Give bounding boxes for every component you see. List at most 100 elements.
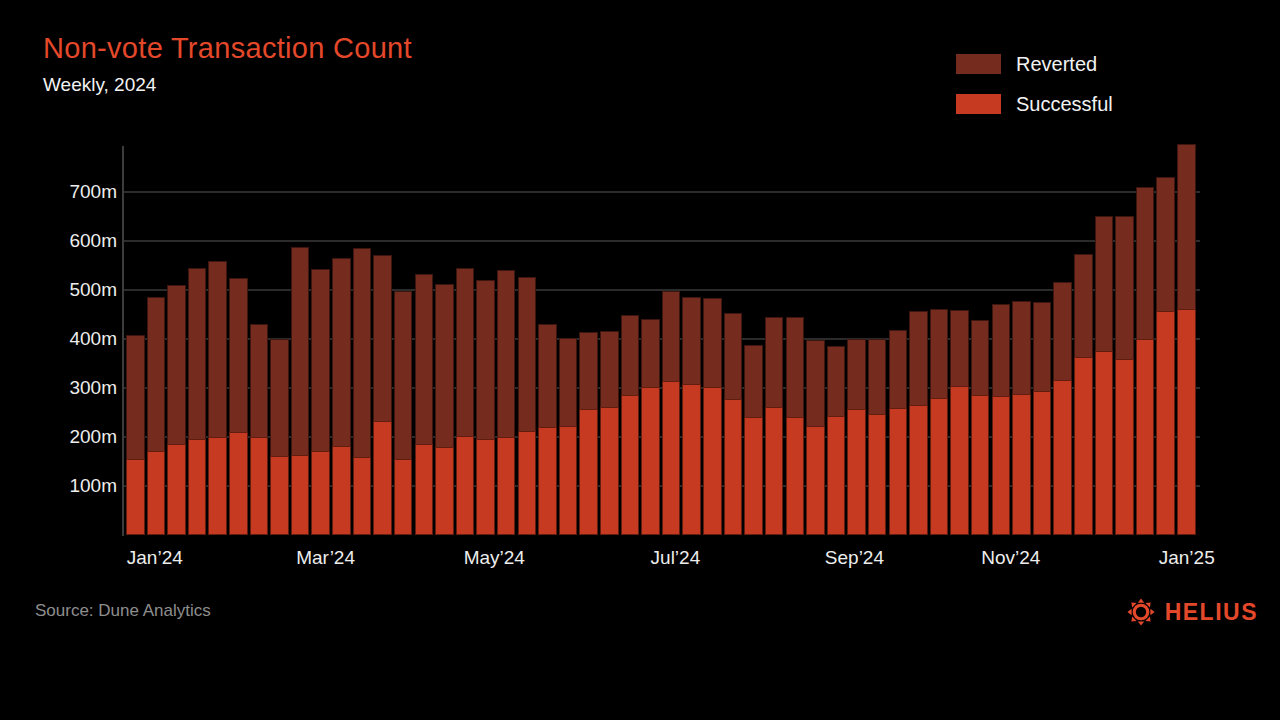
bar-week-6 bbox=[229, 278, 248, 535]
bar-segment-successful bbox=[415, 444, 434, 535]
bar-segment-successful bbox=[868, 414, 887, 535]
bar-segment-successful bbox=[662, 381, 681, 535]
bar-segment-successful bbox=[930, 398, 949, 535]
bar-week-28 bbox=[682, 297, 701, 535]
bar-segment-reverted bbox=[1136, 187, 1155, 338]
bar-week-43 bbox=[992, 304, 1011, 535]
bar-segment-reverted bbox=[847, 339, 866, 409]
bar-segment-successful bbox=[682, 384, 701, 535]
y-axis-label-700m: 700m bbox=[20, 181, 117, 203]
bar-segment-reverted bbox=[435, 284, 454, 447]
bar-week-37 bbox=[868, 339, 887, 535]
bar-segment-successful bbox=[270, 456, 289, 535]
x-axis-label-Sep’24: Sep’24 bbox=[825, 547, 884, 569]
bar-segment-reverted bbox=[126, 335, 145, 459]
bar-segment-reverted bbox=[208, 261, 227, 437]
bar-segment-successful bbox=[1012, 394, 1031, 535]
bar-segment-reverted bbox=[971, 320, 990, 395]
bar-segment-successful bbox=[992, 396, 1011, 535]
bar-week-35 bbox=[827, 346, 846, 535]
bar-week-50 bbox=[1136, 187, 1155, 535]
bar-segment-reverted bbox=[806, 340, 825, 425]
bar-segment-reverted bbox=[188, 268, 207, 439]
bar-segment-reverted bbox=[827, 346, 846, 416]
bar-segment-successful bbox=[229, 432, 248, 535]
bar-segment-successful bbox=[765, 407, 784, 535]
bar-segment-reverted bbox=[1156, 177, 1175, 311]
bar-segment-successful bbox=[291, 455, 310, 535]
bar-segment-successful bbox=[394, 459, 413, 535]
bar-week-48 bbox=[1095, 216, 1114, 535]
bar-segment-successful bbox=[1033, 391, 1052, 535]
bar-week-7 bbox=[250, 324, 269, 535]
bar-week-2 bbox=[147, 297, 166, 535]
bar-segment-reverted bbox=[291, 247, 310, 455]
bar-week-16 bbox=[435, 284, 454, 535]
source-credit: Source: Dune Analytics bbox=[35, 601, 211, 621]
x-axis-label-Mar’24: Mar’24 bbox=[296, 547, 355, 569]
bar-week-36 bbox=[847, 339, 866, 535]
bar-segment-reverted bbox=[415, 274, 434, 444]
bar-segment-reverted bbox=[992, 304, 1011, 396]
x-axis-label-Jul’24: Jul’24 bbox=[651, 547, 701, 569]
bar-segment-reverted bbox=[250, 324, 269, 436]
bar-week-4 bbox=[188, 268, 207, 535]
bar-segment-reverted bbox=[1177, 144, 1196, 309]
bar-segment-successful bbox=[332, 446, 351, 535]
bars bbox=[126, 143, 1196, 535]
bar-segment-reverted bbox=[559, 338, 578, 426]
bar-week-1 bbox=[126, 335, 145, 535]
bar-week-29 bbox=[703, 298, 722, 535]
bar-week-42 bbox=[971, 320, 990, 535]
bar-segment-reverted bbox=[476, 280, 495, 438]
bar-segment-reverted bbox=[703, 298, 722, 386]
bar-week-14 bbox=[394, 291, 413, 535]
bar-segment-successful bbox=[1177, 309, 1196, 535]
bar-week-12 bbox=[353, 248, 372, 535]
bar-segment-successful bbox=[518, 431, 537, 535]
bar-week-30 bbox=[724, 313, 743, 535]
bar-segment-successful bbox=[353, 457, 372, 535]
bar-segment-successful bbox=[538, 427, 557, 535]
bar-week-24 bbox=[600, 331, 619, 535]
bar-segment-successful bbox=[373, 421, 392, 535]
bar-segment-reverted bbox=[889, 330, 908, 408]
bar-segment-reverted bbox=[662, 291, 681, 381]
bar-segment-successful bbox=[167, 444, 186, 535]
bar-week-18 bbox=[476, 280, 495, 535]
bar-segment-successful bbox=[703, 387, 722, 536]
brand-logo: HELIUS bbox=[1126, 596, 1258, 628]
chart-card: Non-vote Transaction Count Weekly, 2024 … bbox=[0, 0, 1280, 720]
bar-segment-reverted bbox=[765, 317, 784, 407]
bar-segment-reverted bbox=[538, 324, 557, 427]
bar-segment-successful bbox=[1156, 311, 1175, 535]
bar-segment-reverted bbox=[1074, 254, 1093, 357]
bar-week-26 bbox=[641, 319, 660, 535]
bar-segment-reverted bbox=[1053, 282, 1072, 380]
bar-segment-successful bbox=[847, 409, 866, 535]
x-axis-label-May’24: May’24 bbox=[464, 547, 525, 569]
bar-segment-successful bbox=[559, 426, 578, 535]
bar-week-27 bbox=[662, 291, 681, 535]
bar-week-25 bbox=[621, 315, 640, 535]
bar-segment-reverted bbox=[930, 309, 949, 399]
bar-week-40 bbox=[930, 309, 949, 535]
bar-segment-reverted bbox=[270, 339, 289, 456]
bar-segment-reverted bbox=[1115, 216, 1134, 359]
bar-segment-successful bbox=[909, 405, 928, 535]
bar-segment-successful bbox=[621, 395, 640, 535]
bar-segment-reverted bbox=[1012, 301, 1031, 394]
bar-week-34 bbox=[806, 340, 825, 535]
bar-week-23 bbox=[579, 332, 598, 535]
bar-week-32 bbox=[765, 317, 784, 535]
bar-segment-successful bbox=[456, 436, 475, 536]
bar-segment-reverted bbox=[950, 310, 969, 386]
bar-segment-reverted bbox=[1033, 302, 1052, 392]
bar-week-5 bbox=[208, 261, 227, 535]
bar-segment-reverted bbox=[641, 319, 660, 387]
helius-sun-icon bbox=[1126, 597, 1156, 627]
bar-segment-successful bbox=[641, 387, 660, 536]
bar-segment-reverted bbox=[621, 315, 640, 395]
bar-segment-successful bbox=[600, 407, 619, 535]
bar-segment-successful bbox=[476, 439, 495, 536]
